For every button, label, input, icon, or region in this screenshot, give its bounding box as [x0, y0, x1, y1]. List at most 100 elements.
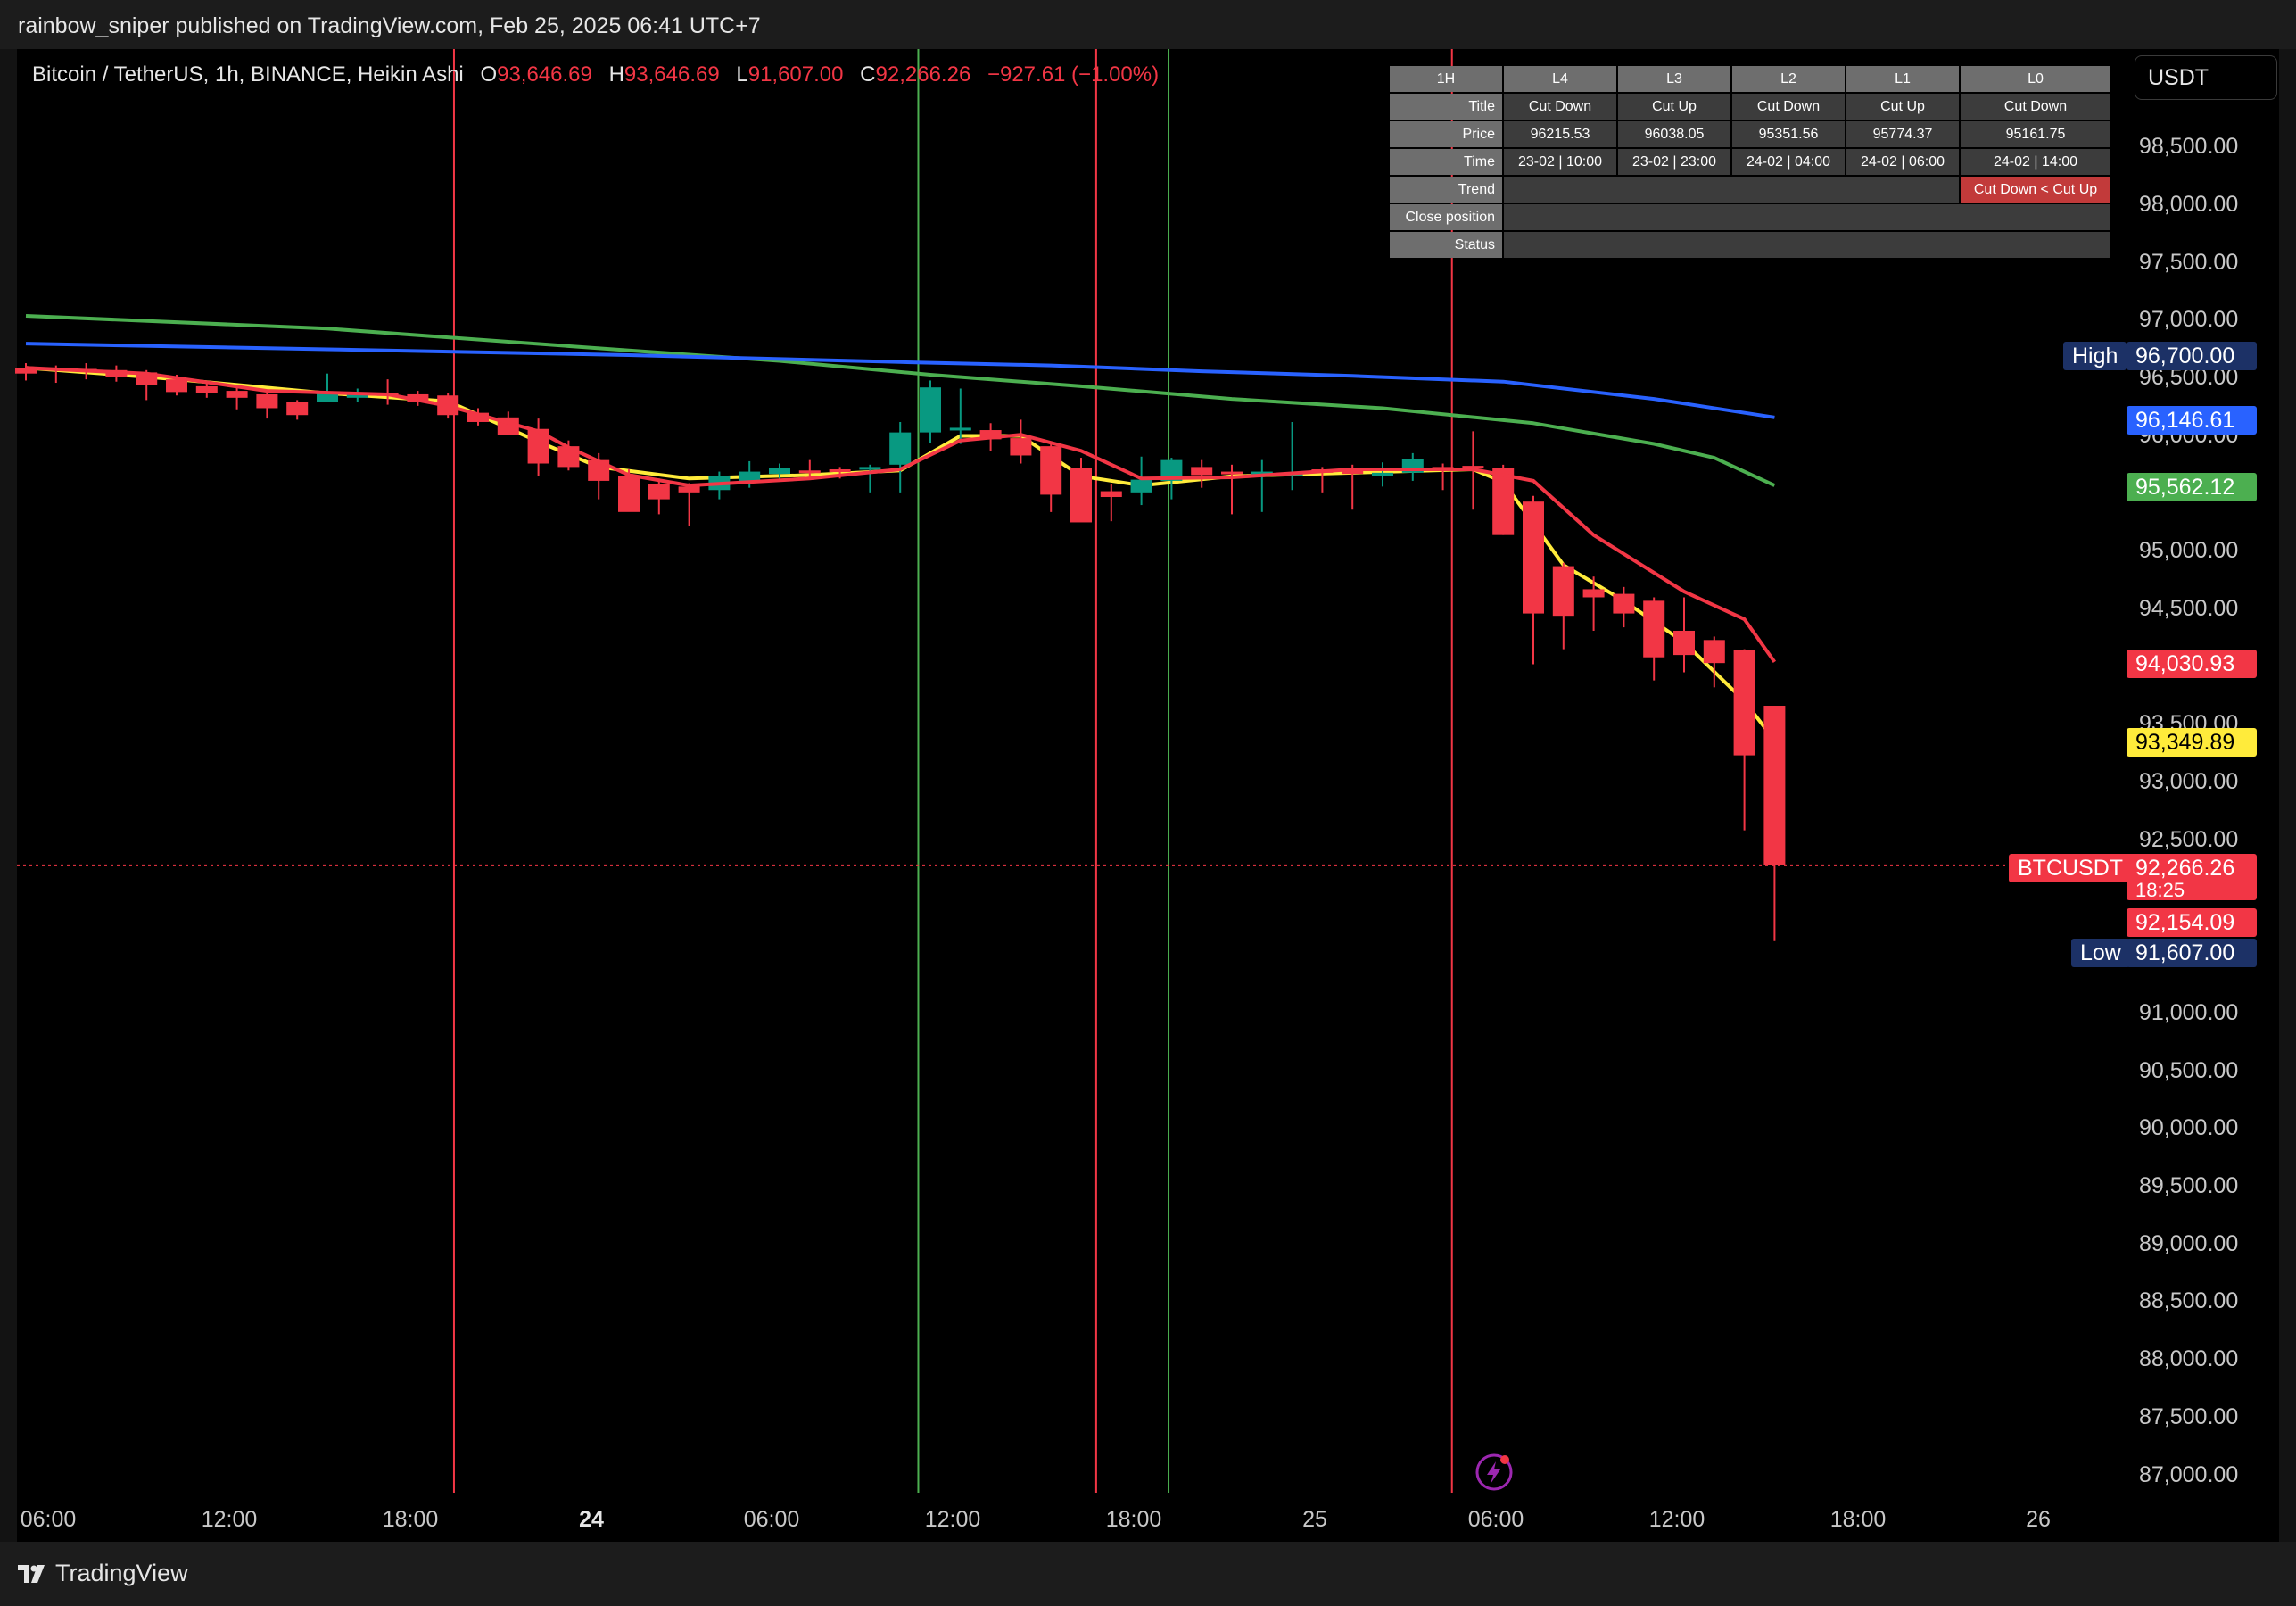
table-cell-empty: [1504, 232, 2110, 258]
candle-body: [1221, 471, 1243, 475]
table-row-label: Price: [1390, 121, 1502, 147]
published-line: rainbow_sniper published on TradingView.…: [18, 13, 761, 38]
price-tick: 97,500.00: [2139, 250, 2239, 275]
candle-body: [1372, 472, 1393, 476]
table-cell: Cut Down: [1961, 94, 2110, 120]
candle-body: [949, 427, 971, 431]
candle-body: [15, 368, 37, 374]
table-col-header: L0: [1961, 66, 2110, 92]
high-value: 93,646.69: [624, 62, 720, 87]
table-cell: Cut Up: [1618, 94, 1730, 120]
table-cell: 24-02 | 14:00: [1961, 149, 2110, 175]
table-col-header: L1: [1846, 66, 1959, 92]
candle-body: [618, 476, 640, 512]
candle-body: [1010, 438, 1032, 456]
tradingview-logo[interactable]: TradingView: [18, 1560, 188, 1587]
candle-body: [346, 393, 368, 398]
table-cell: 24-02 | 06:00: [1846, 149, 1959, 175]
bar-countdown: 18:25: [2135, 879, 2185, 901]
table-row: Title Cut Down Cut Up Cut Down Cut Up Cu…: [1390, 94, 2110, 120]
candle-body: [648, 484, 670, 500]
high-value-badge: 96,700.00: [2127, 342, 2257, 370]
candle-body: [195, 385, 218, 393]
price-tick: 87,500.00: [2139, 1404, 2239, 1429]
candle-body: [1070, 468, 1092, 523]
price-tick: 91,000.00: [2139, 1000, 2239, 1025]
candle-body: [286, 402, 309, 416]
tradingview-brand: TradingView: [55, 1560, 188, 1586]
table-cell: Cut Down: [1504, 94, 1616, 120]
candle-body: [1040, 446, 1062, 495]
footer-bar: [0, 1542, 2296, 1606]
ma-yellow-badge: 93,349.89: [2127, 728, 2257, 757]
publish-bar: rainbow_sniper published on TradingView.…: [0, 0, 2296, 49]
table-row-label: Close position: [1390, 204, 1502, 230]
table-cell: Cut Up: [1846, 94, 1959, 120]
table-col-header: L2: [1732, 66, 1845, 92]
table-header-row: 1H L4 L3 L2 L1 L0: [1390, 66, 2110, 92]
time-tick: 24: [579, 1507, 604, 1532]
low-value-badge: 91,607.00: [2127, 939, 2257, 967]
table-cell: 96215.53: [1504, 121, 1616, 147]
candle-body: [859, 467, 881, 470]
table-corner: 1H: [1390, 66, 1502, 92]
low-label-badge: Low: [2071, 939, 2130, 967]
ma-red-badge: 94,030.93: [2127, 650, 2257, 678]
time-tick: 18:00: [1105, 1507, 1162, 1532]
candle-body: [226, 391, 248, 398]
symbol-line[interactable]: Bitcoin / TetherUS, 1h, BINANCE, Heikin …: [32, 62, 464, 87]
tradingview-logo-icon: [18, 1564, 45, 1583]
candle-body: [889, 432, 912, 465]
table-col-header: L4: [1504, 66, 1616, 92]
candle-body: [1492, 468, 1515, 535]
time-tick: 26: [2026, 1507, 2051, 1532]
table-col-header: L3: [1618, 66, 1730, 92]
price-tick: 90,000.00: [2139, 1115, 2239, 1140]
candle-body: [467, 412, 489, 422]
candle-body: [1160, 459, 1183, 481]
table-row: Status: [1390, 232, 2110, 258]
close-value: 92,266.26: [875, 62, 971, 87]
candle-body: [1342, 470, 1364, 475]
price-tick: 88,000.00: [2139, 1346, 2239, 1371]
price-tick: 88,500.00: [2139, 1288, 2239, 1313]
time-tick: 12:00: [1648, 1507, 1705, 1532]
candle-body: [1100, 491, 1122, 498]
ma-green-line: [25, 314, 1776, 487]
candle-body: [1462, 466, 1484, 469]
symbol-badge: BTCUSDT: [2009, 854, 2133, 882]
symbol-legend: Bitcoin / TetherUS, 1h, BINANCE, Heikin …: [32, 62, 1159, 87]
price-tick: 87,000.00: [2139, 1462, 2239, 1487]
candle-body: [769, 468, 790, 475]
time-tick: 12:00: [201, 1507, 258, 1532]
candle-body: [1582, 589, 1605, 598]
lightning-icon[interactable]: [1474, 1452, 1515, 1493]
table-row-label: Status: [1390, 232, 1502, 258]
price-tick: 89,000.00: [2139, 1231, 2239, 1256]
candle-body: [1523, 501, 1544, 614]
candle-body: [1613, 593, 1635, 614]
candle-body: [1191, 467, 1213, 476]
table-row-label: Title: [1390, 94, 1502, 120]
chart-frame[interactable]: [17, 49, 2279, 1542]
currency-button[interactable]: USDT: [2135, 55, 2277, 100]
time-tick: 18:00: [382, 1507, 439, 1532]
low-value: 91,607.00: [747, 62, 844, 87]
ma-red-line: [25, 366, 1777, 664]
candle-body: [798, 470, 821, 474]
price-tick: 97,000.00: [2139, 307, 2239, 332]
close-label: C: [860, 62, 876, 87]
candle-body: [166, 379, 187, 393]
table-cell: 96038.05: [1618, 121, 1730, 147]
time-tick: 18:00: [1829, 1507, 1887, 1532]
last-price-badge: 92,266.26 18:25: [2127, 854, 2257, 901]
time-tick: 12:00: [924, 1507, 981, 1532]
currency-label: USDT: [2148, 65, 2209, 90]
candle-body: [920, 387, 941, 433]
table-cell-empty: [1504, 204, 2110, 230]
price-tick: 90,500.00: [2139, 1058, 2239, 1083]
candle-body: [1130, 479, 1152, 493]
ma-blue-line: [25, 342, 1775, 419]
table-cell: Cut Down: [1732, 94, 1845, 120]
